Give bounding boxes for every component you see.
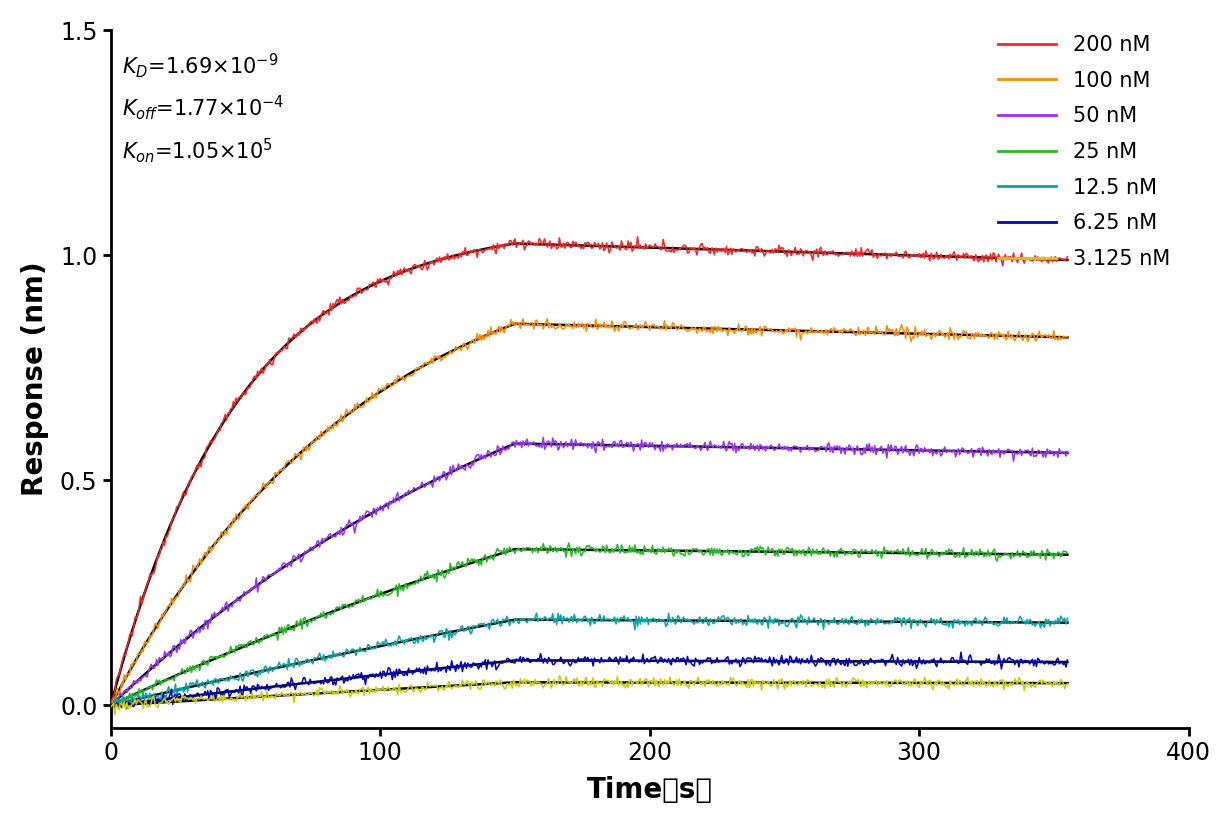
Legend: 200 nM, 100 nM, 50 nM, 25 nM, 12.5 nM, 6.25 nM, 3.125 nM: 200 nM, 100 nM, 50 nM, 25 nM, 12.5 nM, 6…: [989, 26, 1178, 277]
Y-axis label: Response (nm): Response (nm): [21, 262, 49, 497]
X-axis label: Time（s）: Time（s）: [586, 776, 713, 804]
Text: $K_D$=1.69×10$^{-9}$
$K_{off}$=1.77×10$^{-4}$
$K_{on}$=1.05×10$^{5}$: $K_D$=1.69×10$^{-9}$ $K_{off}$=1.77×10$^…: [122, 51, 283, 164]
